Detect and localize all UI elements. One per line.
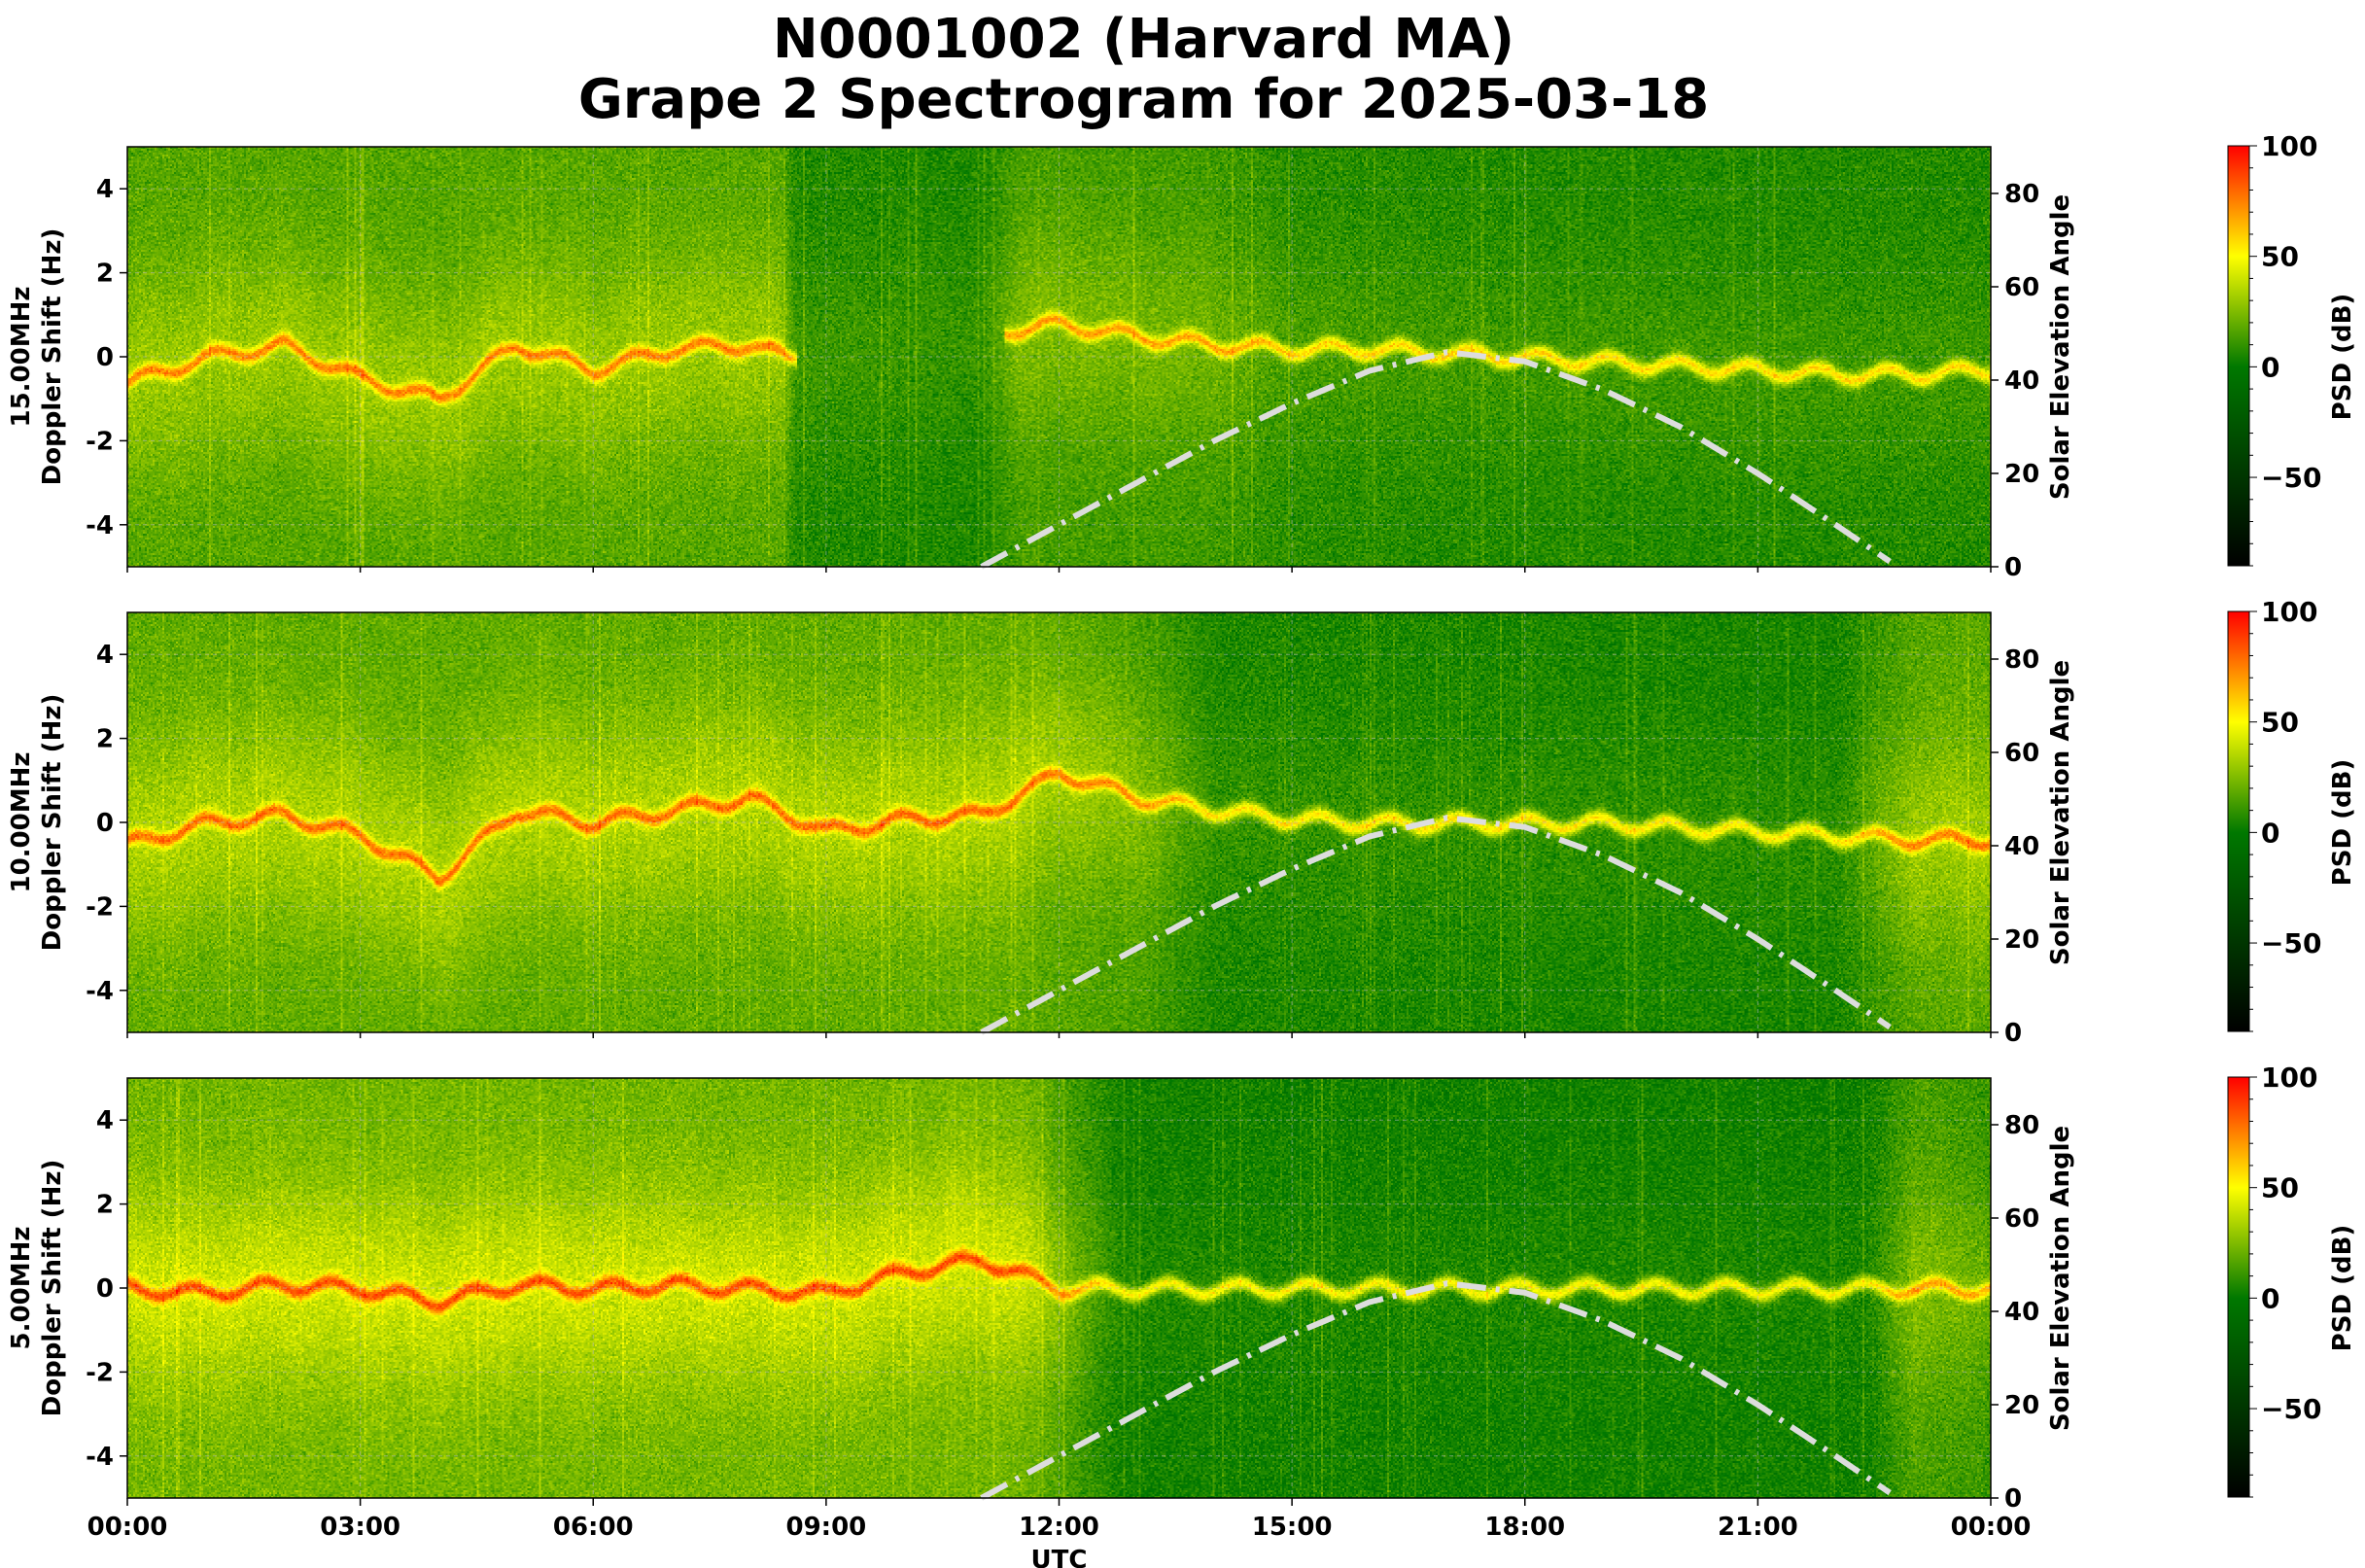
colorbar-tick-label: 0 <box>2261 817 2279 849</box>
y-right-tick-label: 60 <box>2004 273 2039 302</box>
colorbar <box>2228 611 2249 1031</box>
y-tick-label: -4 <box>86 1443 114 1472</box>
colorbar-label: PSD (dB) <box>2328 294 2357 421</box>
colorbar <box>2228 146 2249 566</box>
y-right-tick-label: 80 <box>2004 1111 2039 1140</box>
panel-frequency-label: 15.00MHz <box>7 286 36 427</box>
y-right-tick-label: 40 <box>2004 1298 2039 1327</box>
y-axis-label: Doppler Shift (Hz) <box>38 1160 67 1417</box>
y-right-tick-label: 40 <box>2004 366 2039 396</box>
x-tick-label: 18:00 <box>1484 1513 1565 1542</box>
y-tick-label: 4 <box>96 1106 114 1135</box>
y-tick-label: -2 <box>86 892 114 922</box>
y-tick-label: -4 <box>86 511 114 540</box>
y-right-tick-label: 20 <box>2004 460 2039 489</box>
y-right-tick-label: 60 <box>2004 1204 2039 1234</box>
solar-elevation-curve <box>982 818 1891 1032</box>
solar-elevation-curve <box>982 1283 1891 1498</box>
y-right-axis-label: Solar Elevation Angle <box>2046 1126 2075 1431</box>
x-tick-label: 09:00 <box>785 1513 866 1542</box>
panel-frequency-label: 10.00MHz <box>7 751 36 892</box>
colorbar-tick-label: −50 <box>2261 927 2321 959</box>
x-tick-label: 03:00 <box>320 1513 400 1542</box>
y-tick-label: 2 <box>96 260 114 289</box>
x-tick-label: 15:00 <box>1252 1513 1333 1542</box>
y-right-tick-label: 40 <box>2004 832 2039 861</box>
y-right-tick-label: 0 <box>2004 1484 2022 1514</box>
colorbar-tick-label: 50 <box>2261 1172 2299 1204</box>
y-tick-label: 4 <box>96 175 114 204</box>
x-tick-label: 06:00 <box>553 1513 634 1542</box>
solar-elevation-curve <box>982 352 1891 567</box>
colorbar-tick-label: 50 <box>2261 241 2299 273</box>
y-tick-label: -4 <box>86 977 114 1006</box>
colorbar-tick-label: 100 <box>2261 596 2317 628</box>
x-axis-label: UTC <box>1031 1546 1088 1568</box>
y-tick-label: 0 <box>96 809 114 838</box>
colorbar <box>2228 1077 2249 1497</box>
y-right-axis-label: Solar Elevation Angle <box>2046 660 2075 965</box>
colorbar-tick-label: 50 <box>2261 707 2299 739</box>
y-axis-label: Doppler Shift (Hz) <box>38 228 67 486</box>
y-right-axis-label: Solar Elevation Angle <box>2046 194 2075 500</box>
y-right-tick-label: 20 <box>2004 925 2039 955</box>
y-tick-label: 2 <box>96 1191 114 1220</box>
y-tick-label: 4 <box>96 641 114 670</box>
chart-overlay: -4-202402040608015.00MHz Doppler Shift (H… <box>0 0 2365 1568</box>
colorbar-tick-label: 0 <box>2261 351 2279 383</box>
y-tick-label: -2 <box>86 427 114 456</box>
y-right-tick-label: 80 <box>2004 180 2039 209</box>
y-right-tick-label: 0 <box>2004 553 2022 582</box>
colorbar-tick-label: 100 <box>2261 130 2317 162</box>
y-right-tick-label: 0 <box>2004 1019 2022 1048</box>
y-tick-label: -2 <box>86 1358 114 1387</box>
y-tick-label: 0 <box>96 343 114 372</box>
y-right-tick-label: 60 <box>2004 739 2039 768</box>
y-tick-label: 0 <box>96 1274 114 1304</box>
y-right-tick-label: 20 <box>2004 1391 2039 1420</box>
colorbar-tick-label: 100 <box>2261 1062 2317 1094</box>
y-tick-label: 2 <box>96 725 114 754</box>
colorbar-label: PSD (dB) <box>2328 759 2357 887</box>
panel-frequency-label: 5.00MHz <box>7 1227 36 1350</box>
x-tick-label: 21:00 <box>1718 1513 1798 1542</box>
colorbar-tick-label: −50 <box>2261 1393 2321 1425</box>
colorbar-label: PSD (dB) <box>2328 1225 2357 1352</box>
colorbar-tick-label: 0 <box>2261 1282 2279 1314</box>
x-tick-label: 12:00 <box>1019 1513 1099 1542</box>
x-tick-label: 00:00 <box>87 1513 168 1542</box>
y-axis-label: Doppler Shift (Hz) <box>38 694 67 952</box>
y-right-tick-label: 80 <box>2004 645 2039 675</box>
colorbar-tick-label: −50 <box>2261 462 2321 494</box>
x-tick-label: 00:00 <box>1951 1513 2032 1542</box>
